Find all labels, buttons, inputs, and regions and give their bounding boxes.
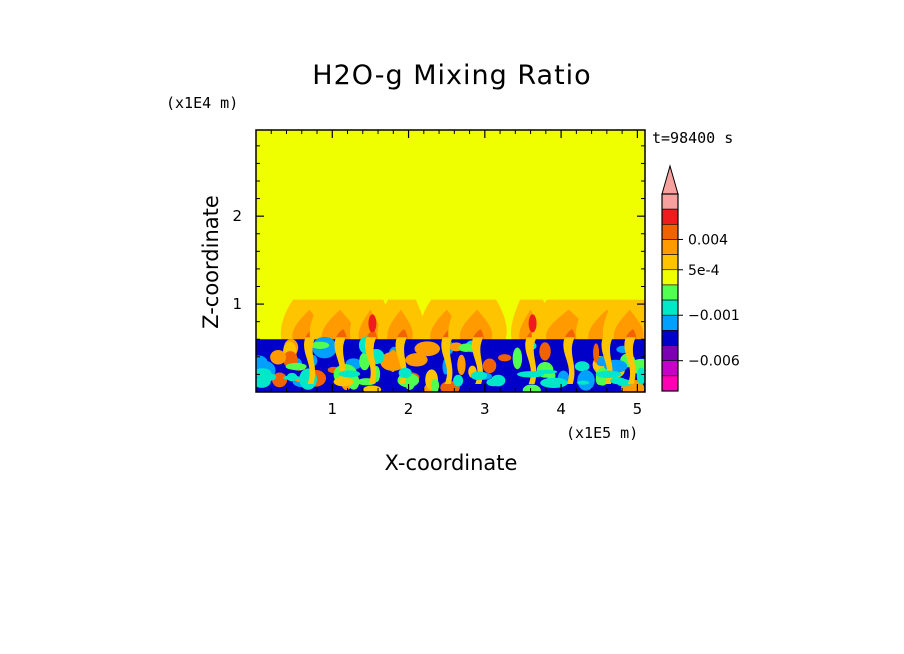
x-axis-label: X-coordinate [385, 451, 518, 475]
colorbar-label: 0.004 [688, 232, 728, 248]
boundary-layer-patch [512, 347, 523, 370]
plume-mid [321, 309, 356, 342]
surface-patch [256, 368, 272, 378]
surface-patch [470, 371, 487, 381]
boundary-layer-patch [359, 352, 370, 371]
plume-stem [304, 337, 316, 384]
boundary-layer-patch [405, 378, 415, 390]
boundary-layer-patch [348, 373, 360, 390]
plume-mid [613, 309, 644, 342]
surface-patch [398, 367, 412, 379]
plot-frame [255, 129, 646, 393]
x-unit-label: (x1E5 m) [566, 424, 638, 442]
colorbar-segment [661, 375, 679, 392]
plume-mid [387, 309, 413, 342]
boundary-layer-patch [574, 361, 590, 372]
field-boundary-layer [256, 336, 645, 392]
x-axis-ticks: 1 2 3 4 5 [270, 130, 643, 418]
boundary-layer-patch [458, 343, 474, 352]
chart-title: H2O-g Mixing Ratio [312, 60, 591, 91]
boundary-layer-patch [482, 358, 497, 374]
boundary-layer-patch [577, 370, 595, 391]
plume-red-core [528, 314, 537, 333]
surface-patch [576, 380, 590, 385]
boundary-layer-patch [270, 349, 287, 365]
colorbar-segment [661, 269, 679, 286]
plume-red-core [368, 314, 377, 333]
surface-patch [453, 374, 464, 387]
boundary-layer-patch [405, 353, 428, 367]
colorbar-segment [661, 254, 679, 271]
plume-stem [624, 337, 636, 384]
colorbar-segment [661, 314, 679, 331]
surface-patch [517, 371, 545, 378]
boundary-layer-patch [285, 362, 307, 370]
boundary-layer-patch [593, 343, 600, 363]
plume-stem [563, 337, 575, 384]
boundary-layer-patch [522, 384, 541, 392]
colorbar-segment [661, 284, 679, 301]
x-tick-label: 3 [480, 400, 490, 418]
surface-patch [610, 377, 626, 385]
colorbar-label: −0.001 [688, 308, 740, 324]
colorbar-segment [661, 330, 679, 346]
colorbar-frame [661, 193, 679, 392]
boundary-layer-patch [596, 356, 608, 367]
y-tick-label: 2 [232, 207, 242, 225]
colorbar-extend-arrow [661, 164, 679, 195]
plume-mid [459, 309, 493, 342]
x-tick-label: 2 [404, 400, 414, 418]
boundary-layer-patch [636, 367, 645, 385]
boundary-layer-patch [310, 341, 330, 349]
y-axis-label: Z-coordinate [199, 195, 223, 329]
boundary-layer-patch [457, 354, 466, 376]
colorbar-segment [661, 193, 679, 210]
colorbar-label: −0.006 [688, 354, 740, 370]
time-label: t=98400 s [652, 129, 733, 147]
surface-patch [338, 370, 361, 378]
colorbar-segment [661, 224, 679, 240]
colorbar-segment [661, 239, 679, 255]
x-tick-label: 5 [633, 400, 643, 418]
boundary-layer-patch [498, 354, 512, 362]
surface-patch [595, 370, 622, 378]
boundary-layer-patch [414, 341, 440, 357]
colorbar-label: 5e-4 [688, 263, 720, 279]
x-tick-label: 1 [328, 400, 338, 418]
plume-stem [441, 337, 453, 384]
y-tick-label: 1 [232, 295, 242, 313]
colorbar-segment [661, 360, 679, 377]
surface-patch [540, 377, 568, 389]
plume-stem [365, 337, 377, 384]
y-axis-ticks: 12 [232, 145, 645, 375]
contour-field [256, 130, 645, 392]
surface-patch [286, 372, 298, 382]
y-unit-label: (x1E4 m) [166, 94, 238, 112]
surface-patch [486, 378, 501, 387]
colorbar-segment [661, 299, 679, 316]
colorbar-segment [661, 345, 679, 361]
boundary-layer-patch [431, 378, 440, 392]
surface-patch [256, 379, 269, 388]
boundary-layer-patch [539, 342, 551, 361]
colorbar: 0.004 5e-4 −0.001 −0.006 [661, 164, 740, 392]
x-tick-label: 4 [556, 400, 566, 418]
colorbar-segment [661, 208, 679, 225]
boundary-layer-patch [363, 385, 382, 392]
